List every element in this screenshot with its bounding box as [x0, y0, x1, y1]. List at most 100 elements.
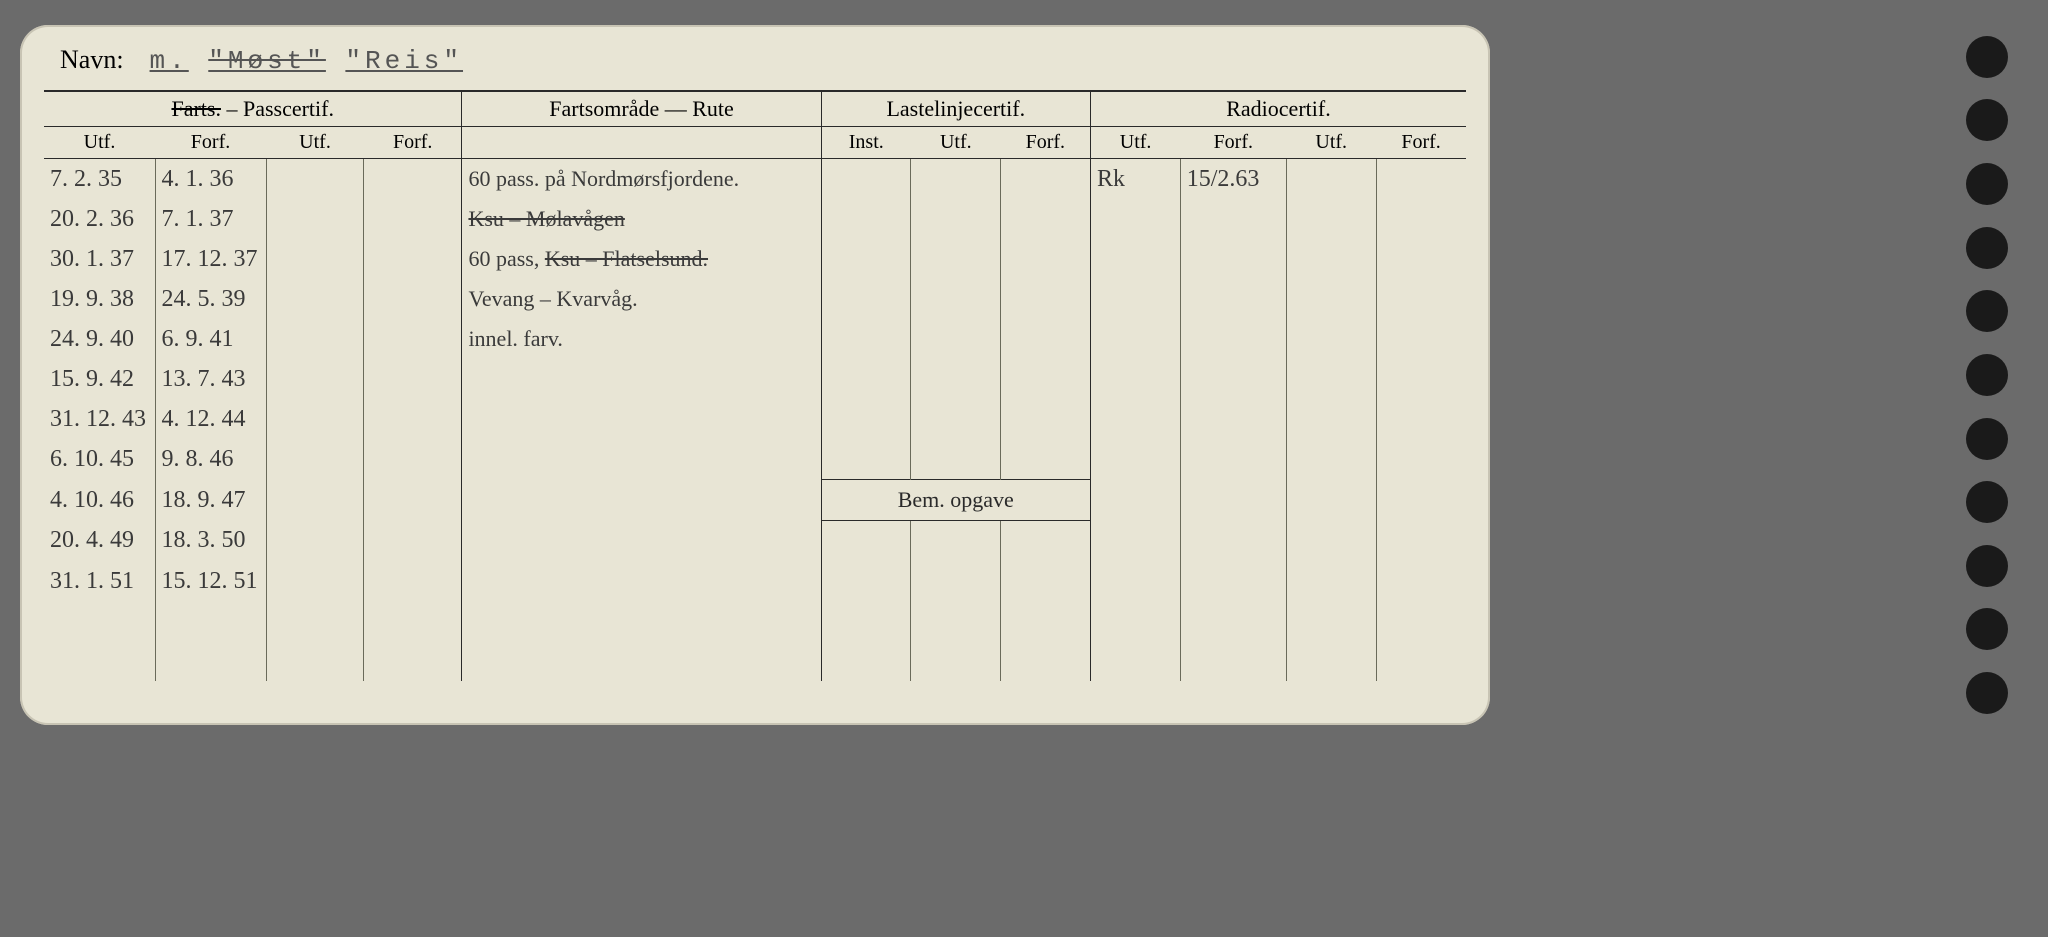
header-row-2: Utf. Forf. Utf. Forf. Inst. Utf. Forf. U…: [44, 127, 1466, 159]
table-row: 15. 9. 4213. 7. 43: [44, 359, 1466, 399]
hdr-passcertif: Farts. – Passcertif.: [44, 92, 462, 127]
cell: [1286, 641, 1376, 681]
binder-hole: [1966, 354, 2008, 396]
cell-rute: Ksu – Mølavågen: [462, 199, 821, 239]
cell: [1001, 399, 1091, 439]
binder-holes: [1966, 25, 2008, 725]
hdr-radio: Radiocertif.: [1090, 92, 1466, 127]
cell: [911, 319, 1001, 359]
cell: [266, 279, 364, 319]
cell: [1090, 439, 1180, 480]
cell: 19. 9. 38: [44, 279, 155, 319]
cell: [1001, 159, 1091, 200]
cell: [1376, 521, 1466, 562]
table-row: 19. 9. 3824. 5. 39Vevang – Kvarvåg.: [44, 279, 1466, 319]
cell: [266, 480, 364, 521]
binder-hole: [1966, 418, 2008, 460]
cell: [821, 279, 911, 319]
navn-value: "Reis": [345, 46, 463, 76]
cell: [821, 239, 911, 279]
cell: 18. 9. 47: [155, 480, 266, 521]
binder-hole: [1966, 227, 2008, 269]
cell: [1180, 439, 1286, 480]
cell: 24. 9. 40: [44, 319, 155, 359]
cell: [266, 439, 364, 480]
cell: [1376, 199, 1466, 239]
hdr-inst: Inst.: [821, 127, 911, 159]
cell: [1180, 601, 1286, 641]
cell: [821, 521, 911, 562]
cell: [821, 359, 911, 399]
cell: [821, 601, 911, 641]
cell: [1376, 561, 1466, 601]
cell: 4. 12. 44: [155, 399, 266, 439]
ledger-table: Farts. – Passcertif. Fartsområde — Rute …: [44, 92, 1466, 681]
cell: 24. 5. 39: [155, 279, 266, 319]
cell-rute: 60 pass. på Nordmørsfjordene.: [462, 159, 821, 200]
cell: 30. 1. 37: [44, 239, 155, 279]
hdr-lastelinje: Lastelinjecertif.: [821, 92, 1090, 127]
cell: [266, 561, 364, 601]
cell: [364, 601, 462, 641]
cell: 20. 2. 36: [44, 199, 155, 239]
cell: [1180, 279, 1286, 319]
cell: [911, 399, 1001, 439]
hdr-utf2: Utf.: [266, 127, 364, 159]
cell: [155, 641, 266, 681]
cell: [1001, 359, 1091, 399]
cell: [364, 239, 462, 279]
cell: [266, 239, 364, 279]
cell: [1286, 159, 1376, 200]
table-row: 31. 12. 434. 12. 44: [44, 399, 1466, 439]
cell: 7. 2. 35: [44, 159, 155, 200]
cell: [821, 199, 911, 239]
cell: [1376, 359, 1466, 399]
cell: [1376, 159, 1466, 200]
table-row: 24. 9. 406. 9. 41innel. farv.: [44, 319, 1466, 359]
cell: [1286, 561, 1376, 601]
cell: [364, 359, 462, 399]
cell: [1286, 279, 1376, 319]
cell: [266, 359, 364, 399]
cell: [266, 199, 364, 239]
cell: [1376, 279, 1466, 319]
cell: [1286, 601, 1376, 641]
table-body: 7. 2. 354. 1. 3660 pass. på Nordmørsfjor…: [44, 159, 1466, 682]
cell: [266, 641, 364, 681]
cell: [364, 319, 462, 359]
cell: [1286, 439, 1376, 480]
cell: [911, 601, 1001, 641]
cell: [266, 601, 364, 641]
cell: 7. 1. 37: [155, 199, 266, 239]
hdr-forf1: Forf.: [155, 127, 266, 159]
hdr-rforf1: Forf.: [1180, 127, 1286, 159]
cell: [266, 159, 364, 200]
hdr-utf1: Utf.: [44, 127, 155, 159]
cell: [1180, 239, 1286, 279]
cell: [1001, 279, 1091, 319]
cell: [911, 279, 1001, 319]
cell-rute: [462, 641, 821, 681]
cell: 6. 9. 41: [155, 319, 266, 359]
cell: [1001, 641, 1091, 681]
cell: [1180, 561, 1286, 601]
cell: [1376, 239, 1466, 279]
cell: [911, 641, 1001, 681]
cell-rute: [462, 601, 821, 641]
grid: Farts. – Passcertif. Fartsområde — Rute …: [44, 92, 1466, 681]
cell: 9. 8. 46: [155, 439, 266, 480]
hdr-rforf2: Forf.: [1376, 127, 1466, 159]
cell-rute: 60 pass, Ksu – Flatselsund.: [462, 239, 821, 279]
binder-hole: [1966, 36, 2008, 78]
cell: [1286, 521, 1376, 562]
cell: [911, 359, 1001, 399]
cell: [1180, 359, 1286, 399]
cell: [1180, 521, 1286, 562]
cell: [364, 279, 462, 319]
hdr-rute-blank: [462, 127, 821, 159]
cell: [1286, 480, 1376, 521]
binder-hole: [1966, 481, 2008, 523]
cell: [1001, 239, 1091, 279]
table-row: 20. 4. 4918. 3. 50: [44, 521, 1466, 562]
cell: [1090, 641, 1180, 681]
